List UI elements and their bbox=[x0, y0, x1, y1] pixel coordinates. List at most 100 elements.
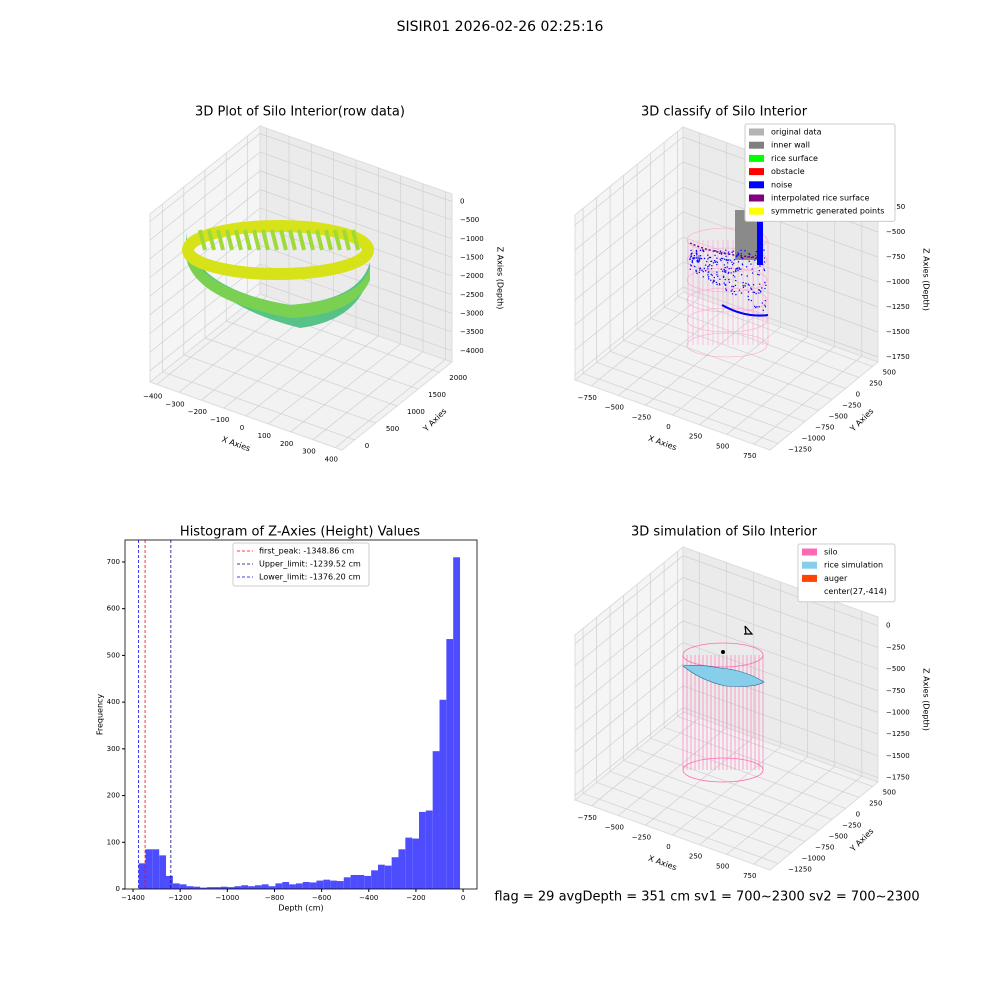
grid-line bbox=[245, 160, 357, 417]
legend-label: obstacle bbox=[771, 167, 805, 176]
noise-point bbox=[719, 278, 721, 280]
noise-point bbox=[692, 257, 694, 259]
grid-line bbox=[753, 611, 863, 865]
noise-point bbox=[747, 291, 750, 293]
noise-point bbox=[725, 284, 727, 286]
noise-point bbox=[723, 268, 725, 271]
noise-point bbox=[738, 267, 740, 269]
y-tick-label: −500 bbox=[829, 832, 848, 840]
z-axis-label: Z Axies (Depth) bbox=[922, 248, 931, 311]
y-tick-label: −1250 bbox=[788, 445, 812, 453]
noise-point bbox=[702, 249, 704, 251]
noise-point bbox=[744, 285, 746, 287]
noise-point bbox=[723, 275, 725, 277]
grid-line bbox=[225, 153, 419, 390]
chart-title: Histogram of Z-Axies (Height) Values bbox=[180, 525, 420, 540]
legend-swatch bbox=[802, 561, 817, 569]
bar bbox=[234, 886, 242, 889]
noise-point bbox=[747, 283, 749, 285]
noise-point bbox=[702, 270, 704, 273]
noise-point bbox=[726, 262, 729, 264]
bar bbox=[309, 882, 317, 889]
noise-point bbox=[690, 265, 693, 267]
inner-wall-points bbox=[735, 210, 757, 260]
noise-point bbox=[708, 265, 710, 267]
x-tick-label: 750 bbox=[743, 452, 756, 460]
noise-point bbox=[715, 281, 718, 284]
grid-line bbox=[204, 170, 398, 407]
point-cloud-strand bbox=[342, 229, 351, 251]
y-tick-label: 250 bbox=[869, 799, 882, 807]
noise-point bbox=[698, 260, 701, 262]
noise-point bbox=[748, 299, 750, 301]
y-tick-label: 500 bbox=[107, 651, 120, 659]
y-tick-label: −750 bbox=[815, 423, 834, 431]
noise-point bbox=[732, 285, 735, 288]
grid-line bbox=[582, 208, 779, 444]
x-tick-label: −500 bbox=[605, 824, 624, 832]
grid-line bbox=[699, 591, 808, 845]
noise-point bbox=[731, 285, 733, 288]
noise-point bbox=[699, 249, 702, 252]
bar bbox=[316, 880, 324, 889]
y-tick-label: 1500 bbox=[428, 391, 446, 399]
x-tick-label: −1200 bbox=[168, 894, 192, 902]
bar bbox=[268, 886, 276, 889]
noise-point bbox=[749, 253, 751, 256]
noise-point bbox=[690, 255, 693, 258]
noise-point bbox=[726, 266, 728, 268]
z-tick-label: 0 bbox=[886, 622, 890, 630]
x-tick-label: −200 bbox=[188, 408, 207, 416]
noise-point bbox=[702, 276, 704, 278]
point-cloud-strand bbox=[333, 229, 342, 251]
y-tick-label: 400 bbox=[107, 698, 120, 706]
noise-point bbox=[693, 256, 695, 259]
y-tick-label: 250 bbox=[869, 379, 882, 387]
x-tick-label: −750 bbox=[578, 814, 597, 822]
y-tick-label: −1000 bbox=[802, 854, 826, 862]
noise-point bbox=[695, 270, 697, 273]
noise-point bbox=[759, 283, 761, 285]
grid-line bbox=[156, 128, 268, 385]
noise-point bbox=[713, 259, 716, 262]
noise-point bbox=[723, 264, 725, 266]
noise-point bbox=[724, 278, 726, 281]
x-tick-label: 100 bbox=[258, 432, 271, 440]
noise-point bbox=[696, 257, 698, 260]
noise-point bbox=[710, 268, 713, 270]
noise-point bbox=[715, 250, 717, 252]
simulation bbox=[682, 625, 765, 783]
noise-point bbox=[724, 266, 726, 269]
noise-point bbox=[742, 286, 745, 289]
noise-point bbox=[699, 257, 701, 259]
x-tick-label: 200 bbox=[280, 440, 293, 448]
grid-line bbox=[290, 175, 402, 433]
noise-point bbox=[733, 262, 735, 265]
legend-swatch bbox=[802, 574, 817, 582]
bar bbox=[364, 875, 372, 889]
point-cloud-strand bbox=[324, 229, 333, 251]
z-tick-label: −1250 bbox=[886, 730, 910, 738]
z-tick-label: −1000 bbox=[886, 278, 910, 286]
noise-point bbox=[699, 269, 701, 271]
grid-line bbox=[596, 197, 792, 433]
grid-line bbox=[149, 207, 453, 297]
y-tick-label: 600 bbox=[107, 605, 120, 613]
legend-label: first_peak: -1348.86 cm bbox=[259, 547, 354, 556]
legend-box bbox=[232, 542, 370, 587]
noise-point bbox=[755, 250, 758, 253]
noise-point bbox=[741, 264, 744, 266]
noise-point bbox=[690, 249, 692, 252]
noise-point bbox=[722, 270, 724, 272]
bar bbox=[336, 881, 344, 889]
x-tick-label: −100 bbox=[210, 416, 229, 424]
noise-point bbox=[758, 274, 760, 276]
point-cloud-rim bbox=[182, 220, 374, 280]
z-tick-label: 0 bbox=[460, 197, 464, 205]
noise-point bbox=[735, 255, 738, 258]
noise-point bbox=[728, 268, 730, 270]
grid-line bbox=[618, 562, 727, 816]
y-tick-label: −750 bbox=[815, 843, 834, 851]
noise-point bbox=[717, 275, 719, 278]
chart-title: 3D classify of Silo Interior bbox=[641, 105, 808, 120]
